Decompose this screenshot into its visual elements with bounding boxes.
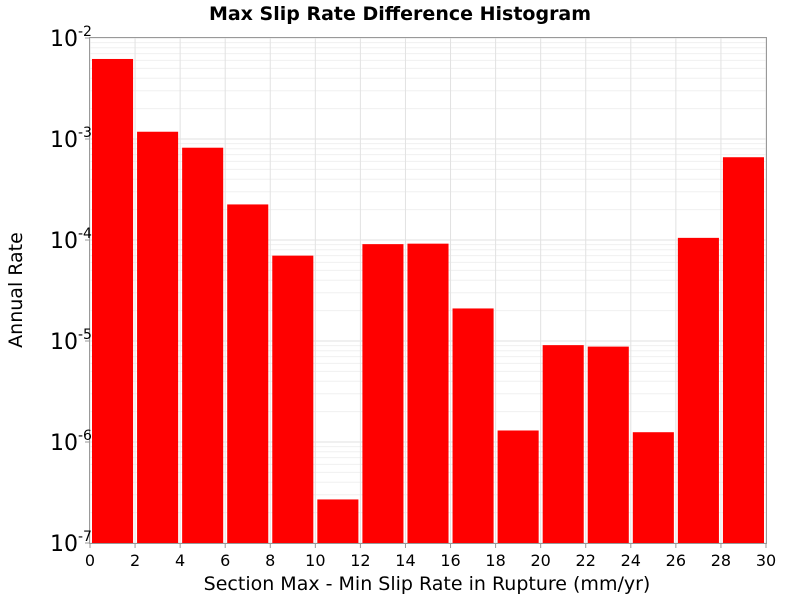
chart-title: Max Slip Rate Difference Histogram bbox=[209, 3, 591, 25]
bar bbox=[362, 244, 404, 543]
bar bbox=[182, 147, 224, 543]
x-tick-label: 16 bbox=[440, 551, 460, 570]
bar bbox=[452, 308, 494, 543]
bar bbox=[497, 430, 539, 543]
bar bbox=[632, 432, 674, 543]
x-tick-label: 10 bbox=[305, 551, 325, 570]
x-tick-label: 0 bbox=[85, 551, 95, 570]
x-tick-label: 2 bbox=[130, 551, 140, 570]
bars bbox=[92, 58, 764, 544]
bar bbox=[272, 255, 314, 544]
axis-ticks bbox=[85, 37, 767, 548]
x-tick-label: 12 bbox=[350, 551, 370, 570]
y-tick-label: 10-5 bbox=[50, 327, 92, 355]
y-axis-label: Annual Rate bbox=[5, 232, 27, 348]
bar bbox=[407, 243, 449, 544]
x-axis-label: Section Max - Min Slip Rate in Rupture (… bbox=[204, 573, 651, 595]
x-tick-label: 8 bbox=[265, 551, 275, 570]
bar bbox=[227, 204, 269, 543]
x-tick-label: 18 bbox=[485, 551, 505, 570]
bar bbox=[137, 131, 179, 543]
x-tick-label: 24 bbox=[621, 551, 641, 570]
y-tick-label: 10-7 bbox=[50, 529, 92, 557]
x-tick-label: 14 bbox=[395, 551, 415, 570]
x-tick-label: 6 bbox=[220, 551, 230, 570]
x-tick-label: 30 bbox=[756, 551, 776, 570]
bar bbox=[677, 237, 719, 544]
y-tick-label: 10-2 bbox=[50, 24, 92, 52]
bar bbox=[587, 346, 629, 543]
y-tick-label: 10-6 bbox=[50, 428, 92, 456]
x-tick-label: 22 bbox=[576, 551, 596, 570]
bar bbox=[542, 345, 584, 543]
bar bbox=[92, 58, 134, 543]
y-tick-labels: 10-2 10-3 10-4 10-5 10-6 10-7 bbox=[50, 24, 92, 557]
x-tick-label: 4 bbox=[175, 551, 185, 570]
bar bbox=[317, 499, 359, 543]
x-tick-label: 20 bbox=[530, 551, 550, 570]
x-tick-label: 28 bbox=[711, 551, 731, 570]
y-tick-label: 10-4 bbox=[50, 226, 92, 254]
y-tick-label: 10-3 bbox=[50, 125, 92, 153]
x-tick-label: 26 bbox=[666, 551, 686, 570]
x-tick-labels: 0 2 4 6 8 10 12 14 16 18 20 22 24 26 28 30 bbox=[85, 551, 776, 570]
bar bbox=[722, 157, 764, 543]
plot-frame bbox=[89, 37, 767, 544]
